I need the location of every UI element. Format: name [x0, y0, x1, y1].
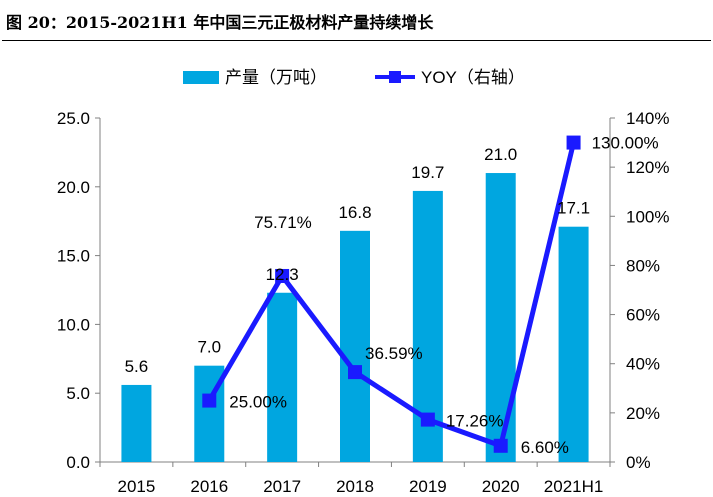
bar	[340, 230, 370, 462]
right-tick-label: 140%	[626, 109, 669, 128]
yoy-value-label: 17.26%	[446, 412, 504, 431]
right-tick-label: 40%	[626, 355, 660, 374]
bar-value-label: 12.3	[266, 265, 299, 284]
data-labels: 5.6 7.0 12.3 16.8 19.7 21.0 17.1 25.00% 75.71% 36…	[125, 134, 659, 457]
yoy-value-label: 6.60%	[521, 438, 569, 457]
legend-line-marker	[389, 71, 401, 83]
legend: 产量（万吨） YOY（右轴）	[183, 68, 525, 87]
figure-title: 图 20：2015-2021H1 年中国三元正极材料产量持续增长	[6, 13, 434, 32]
x-tick-label: 2021H1	[544, 477, 604, 496]
bar-value-label: 7.0	[197, 338, 221, 357]
left-tick-label: 10.0	[57, 315, 90, 334]
right-tick-label: 120%	[626, 158, 669, 177]
line-series	[202, 135, 581, 453]
left-tick-label: 25.0	[57, 109, 90, 128]
x-tick-label: 2019	[409, 477, 447, 496]
bar	[267, 292, 298, 462]
right-tick-label: 60%	[626, 306, 660, 325]
bar	[121, 384, 152, 462]
legend-bar-swatch	[183, 71, 219, 84]
yoy-value-label: 75.71%	[254, 213, 312, 232]
right-tick-label: 100%	[626, 207, 669, 226]
yoy-marker	[566, 135, 581, 150]
x-tick-label: 2020	[482, 477, 520, 496]
left-tick-label: 0.0	[66, 453, 90, 472]
yoy-marker	[420, 412, 435, 427]
left-tick-label: 15.0	[57, 247, 90, 266]
bar	[558, 226, 589, 462]
x-tick-label: 2015	[118, 477, 156, 496]
bar-series	[121, 173, 589, 463]
yoy-value-label: 36.59%	[365, 344, 423, 363]
yoy-value-label: 130.00%	[592, 134, 659, 153]
bar-value-label: 21.0	[484, 145, 517, 164]
yoy-value-label: 25.00%	[229, 393, 287, 412]
title-divider	[2, 40, 711, 41]
bar-value-label: 5.6	[125, 357, 149, 376]
bar-value-label: 16.8	[338, 203, 371, 222]
x-tick-label: 2018	[336, 477, 374, 496]
bar-value-label: 17.1	[557, 199, 590, 218]
x-tick-label: 2017	[263, 477, 301, 496]
left-tick-label: 20.0	[57, 178, 90, 197]
right-tick-label: 20%	[626, 404, 660, 423]
left-tick-label: 5.0	[66, 384, 90, 403]
legend-line-label: YOY（右轴）	[421, 68, 525, 87]
yoy-marker	[493, 438, 508, 453]
legend-bar-label: 产量（万吨）	[225, 68, 327, 87]
yoy-line	[207, 141, 577, 449]
x-tick-label: 2016	[190, 477, 228, 496]
right-tick-label: 0%	[626, 453, 651, 472]
axes: 0.05.010.015.020.025.00%20%40%60%80%100%…	[57, 109, 670, 496]
yoy-marker	[202, 393, 217, 408]
bar-value-label: 19.7	[411, 163, 444, 182]
yoy-marker	[348, 365, 362, 380]
right-tick-label: 80%	[626, 256, 660, 275]
yoy-marker	[275, 268, 290, 283]
